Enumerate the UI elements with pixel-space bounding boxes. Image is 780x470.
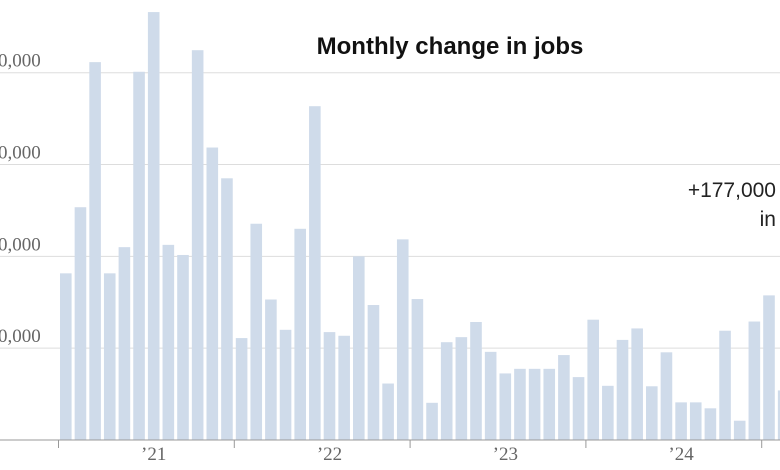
- bar: [279, 329, 292, 440]
- annotation-caption: in: [760, 208, 776, 231]
- bar: [719, 330, 731, 440]
- bar: [353, 256, 365, 440]
- bar: [250, 223, 263, 440]
- bar: [382, 383, 394, 440]
- y-tick-label: 0,000: [0, 234, 41, 255]
- bar: [133, 71, 145, 440]
- bar: [396, 239, 409, 440]
- bar: [631, 328, 643, 440]
- bar: [221, 178, 233, 440]
- bar: [763, 295, 775, 440]
- x-tick-label: ’24: [668, 444, 694, 465]
- bar: [499, 373, 512, 440]
- bar: [177, 254, 189, 440]
- x-tick-labels: ’21 ’22 ’23 ’24: [141, 444, 694, 465]
- x-tick-label: ’22: [317, 444, 342, 465]
- bar: [733, 420, 746, 440]
- bar: [528, 368, 541, 440]
- bar: [514, 368, 526, 440]
- bar: [440, 342, 453, 440]
- bar: [235, 338, 248, 440]
- bar: [206, 147, 219, 440]
- y-tick-label: 0,000: [0, 51, 41, 72]
- bar: [265, 299, 277, 440]
- bar: [558, 355, 570, 440]
- bar: [162, 244, 175, 440]
- y-tick-labels: 0,000 0,000 0,000 0,000: [0, 51, 41, 347]
- bar: [587, 319, 599, 440]
- annotation-value: +177,000: [688, 179, 776, 202]
- bar: [147, 12, 160, 440]
- bar: [367, 305, 380, 440]
- bar: [411, 299, 424, 440]
- bar: [777, 390, 780, 440]
- bar: [704, 408, 717, 440]
- bar: [103, 273, 116, 440]
- bar: [323, 332, 336, 440]
- bar: [74, 207, 87, 440]
- bar: [89, 62, 101, 440]
- bar: [455, 337, 468, 440]
- x-tick-label: ’21: [141, 444, 166, 465]
- bar: [543, 368, 556, 440]
- bar: [646, 386, 658, 440]
- bar: [660, 352, 673, 440]
- bar: [191, 50, 204, 441]
- bars: [60, 12, 780, 441]
- bar: [602, 385, 614, 440]
- bar: [60, 273, 72, 440]
- bar: [294, 228, 306, 440]
- bar: [616, 339, 629, 440]
- bar: [689, 402, 702, 440]
- bar: [118, 247, 131, 440]
- y-tick-label: 0,000: [0, 326, 41, 347]
- bar: [484, 351, 497, 440]
- y-tick-label: 0,000: [0, 143, 41, 164]
- x-tick-label: ’23: [493, 444, 518, 465]
- bar: [338, 335, 350, 440]
- bar: [572, 377, 585, 440]
- bar: [426, 402, 438, 440]
- chart-title: Monthly change in jobs: [317, 33, 584, 60]
- bar: [675, 402, 687, 440]
- x-axis: [0, 439, 780, 448]
- bar: [470, 322, 482, 440]
- bar: [748, 321, 761, 440]
- gridlines: [0, 72, 780, 349]
- bar: [309, 106, 321, 440]
